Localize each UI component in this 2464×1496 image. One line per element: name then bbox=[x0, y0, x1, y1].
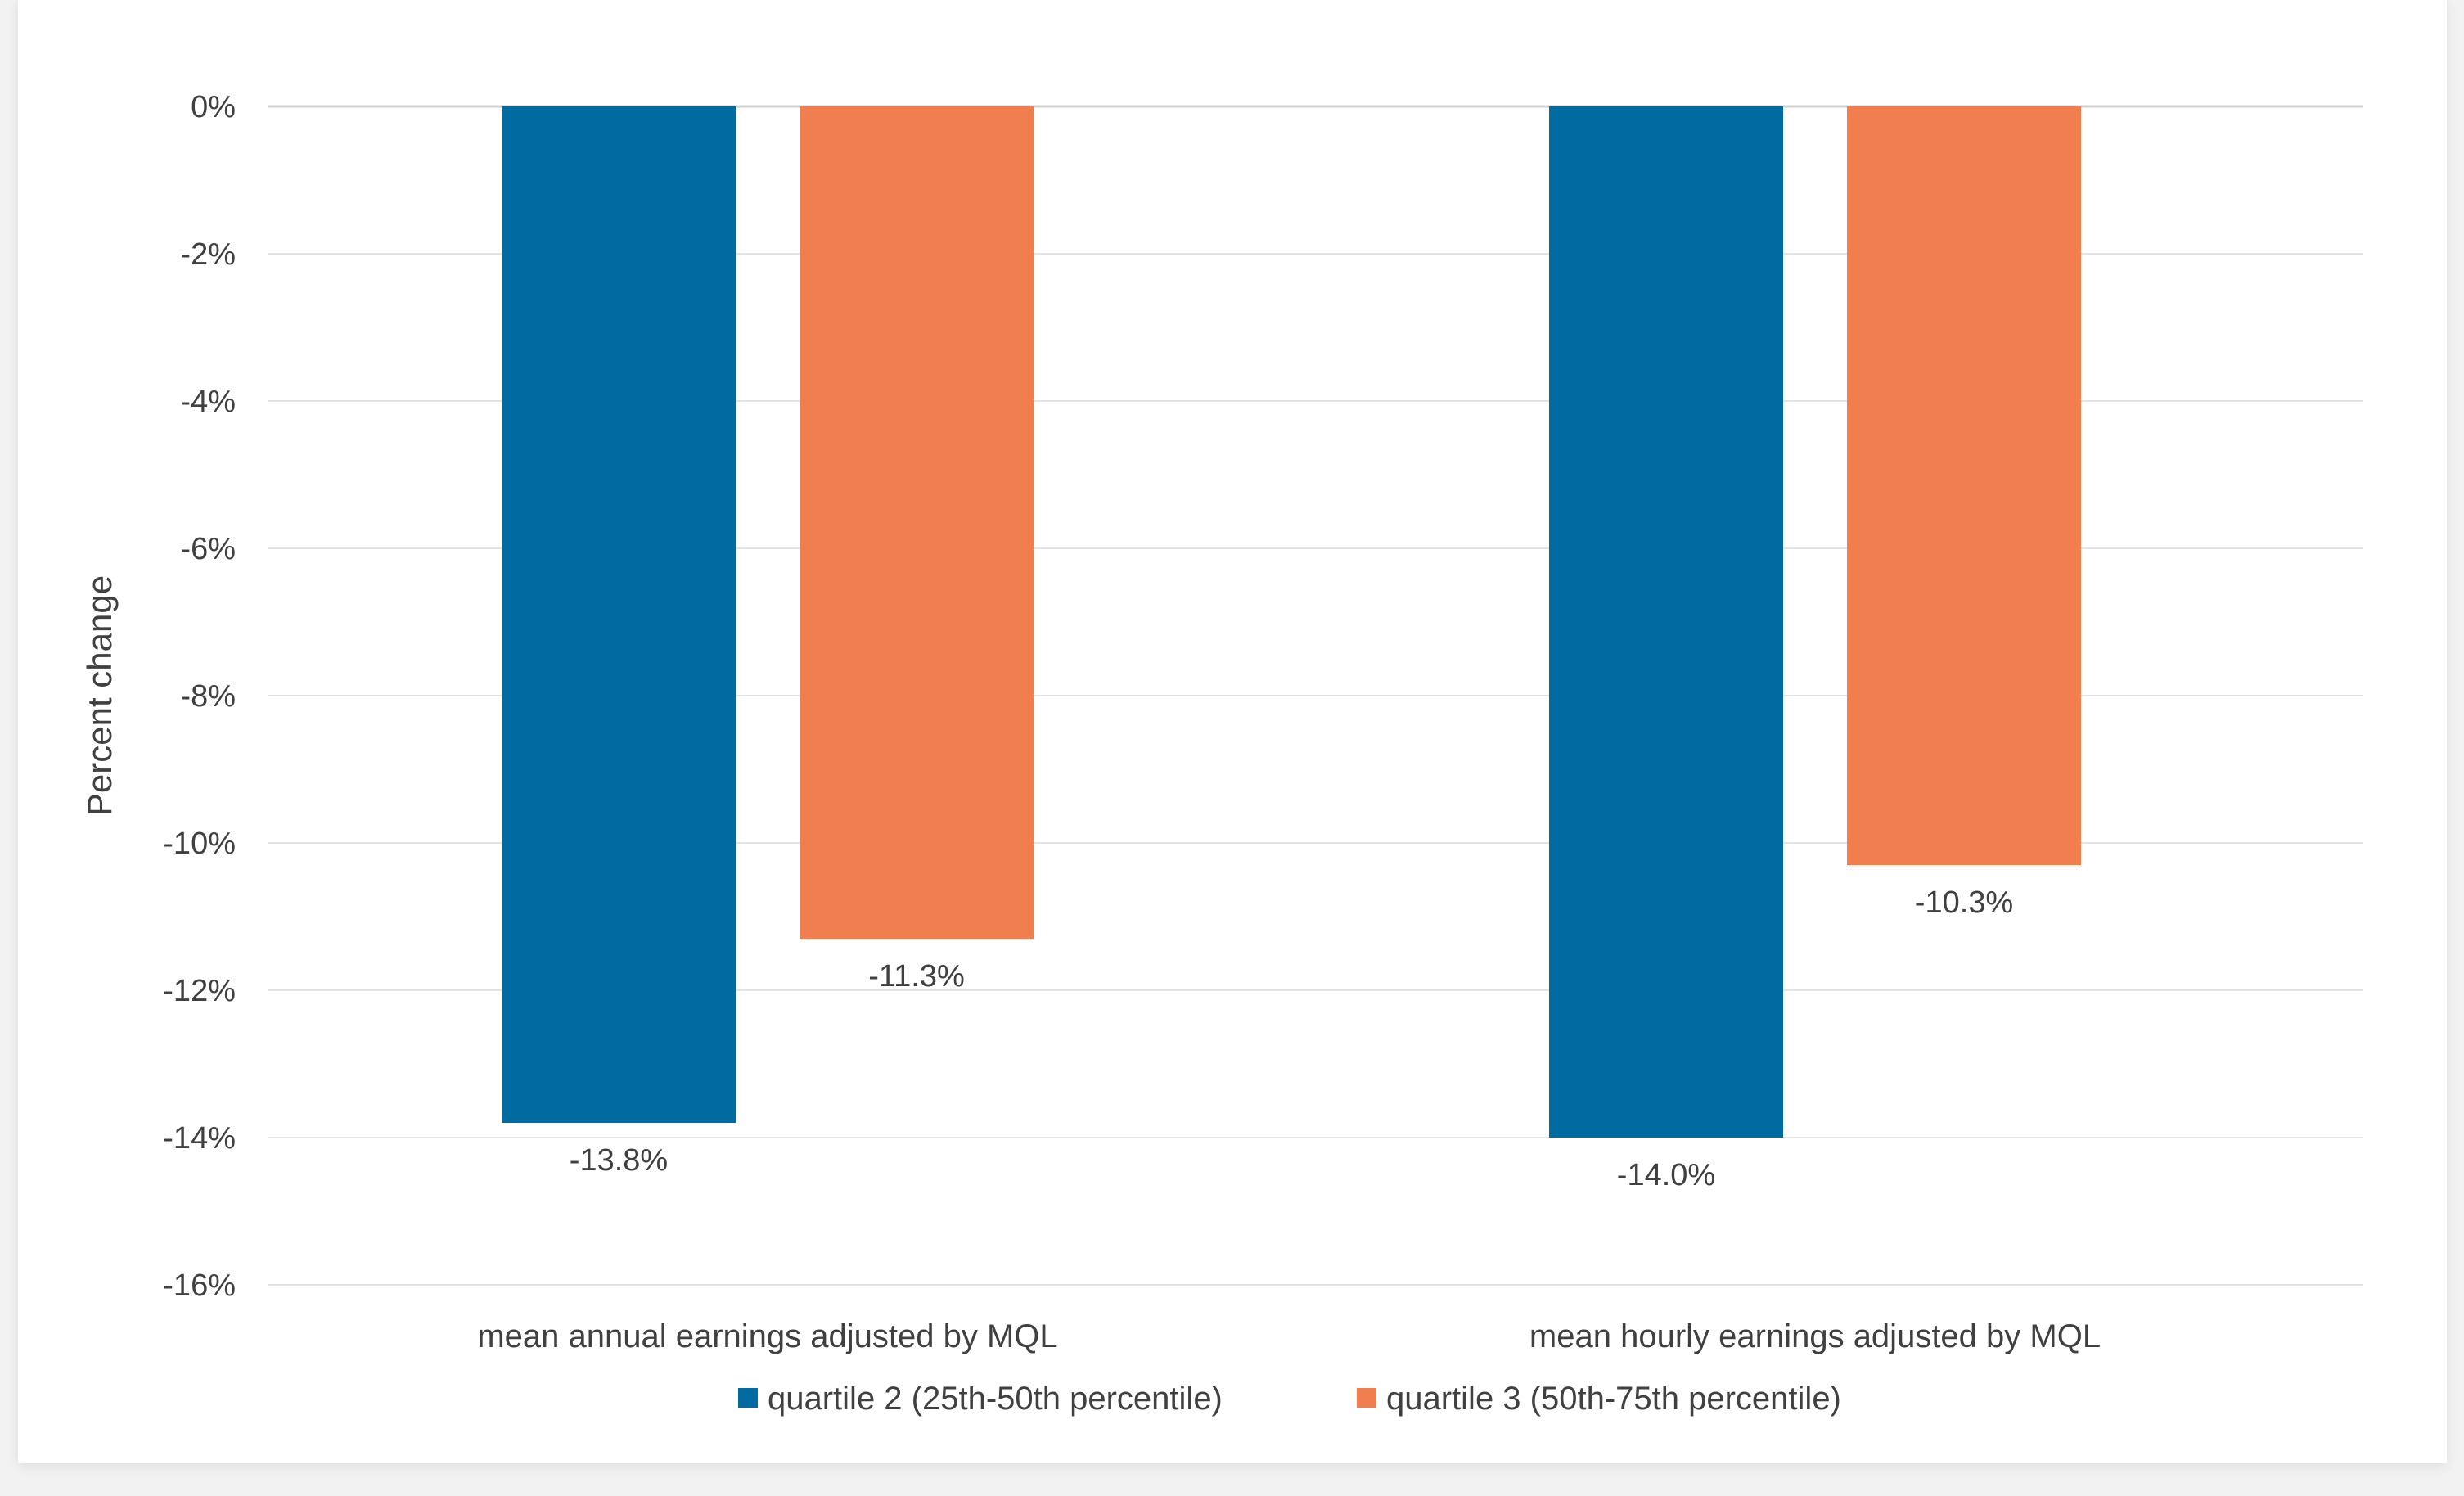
legend-label: quartile 3 (50th-75th percentile) bbox=[1386, 1381, 1841, 1417]
data-label: -10.3% bbox=[1915, 885, 2013, 920]
x-axis-categories: mean annual earnings adjusted by MQL mean… bbox=[477, 1318, 2101, 1354]
bars bbox=[502, 106, 2081, 1138]
data-label: -13.8% bbox=[570, 1143, 668, 1178]
y-tick-label: -16% bbox=[163, 1268, 236, 1303]
legend-swatch bbox=[738, 1388, 758, 1408]
x-category-label: mean annual earnings adjusted by MQL bbox=[477, 1318, 1057, 1354]
bar-series-1-cat-0 bbox=[800, 106, 1034, 939]
bar-series-0-cat-0 bbox=[502, 106, 736, 1123]
y-tick-label: -4% bbox=[180, 385, 236, 419]
legend-label: quartile 2 (25th-50th percentile) bbox=[768, 1381, 1223, 1417]
y-tick-label: 0% bbox=[191, 90, 236, 124]
y-tick-label: -14% bbox=[163, 1121, 236, 1156]
y-tick-label: -8% bbox=[180, 679, 236, 714]
bar-series-0-cat-1 bbox=[1549, 106, 1783, 1138]
legend: quartile 2 (25th-50th percentile) quartil… bbox=[738, 1381, 1841, 1417]
bar-series-1-cat-1 bbox=[1847, 106, 2081, 865]
y-tick-label: -2% bbox=[180, 237, 236, 272]
legend-swatch bbox=[1357, 1388, 1376, 1408]
y-tick-label: -6% bbox=[180, 532, 236, 566]
data-label: -14.0% bbox=[1617, 1158, 1715, 1192]
bar-chart: 0% -2% -4% -6% -8% -10% -12% -14% -16% -13.8% -11… bbox=[80, 90, 2363, 1417]
data-labels: -13.8% -11.3% -14.0% -10.3% bbox=[570, 885, 2013, 1192]
chart-card: 0% -2% -4% -6% -8% -10% -12% -14% -16% -13.8% -11… bbox=[18, 0, 2447, 1463]
y-tick-label: -12% bbox=[163, 974, 236, 1008]
y-axis-title: Percent change bbox=[80, 575, 119, 816]
x-category-label: mean hourly earnings adjusted by MQL bbox=[1529, 1318, 2101, 1354]
y-axis-ticks: 0% -2% -4% -6% -8% -10% -12% -14% -16% bbox=[163, 90, 236, 1303]
data-label: -11.3% bbox=[868, 959, 965, 994]
y-tick-label: -10% bbox=[163, 827, 236, 861]
